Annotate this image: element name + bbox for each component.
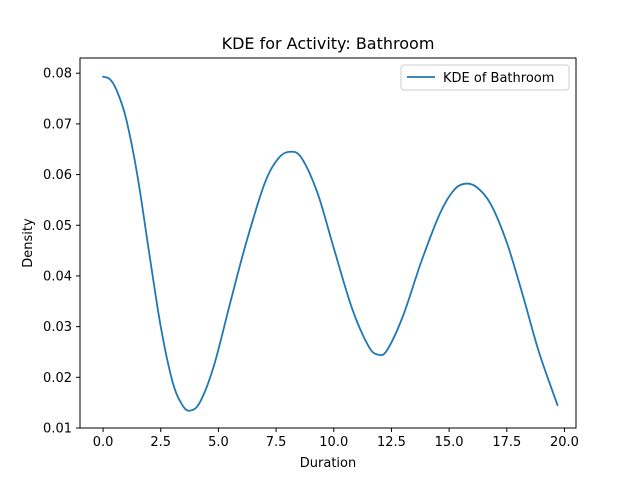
- x-tick-label: 12.5: [377, 435, 406, 450]
- y-tick-label: 0.02: [43, 371, 72, 386]
- x-tick-label: 10.0: [319, 435, 348, 450]
- x-tick-label: 7.5: [266, 435, 287, 450]
- x-tick-label: 5.0: [208, 435, 229, 450]
- y-axis-ticks: 0.01 0.02 0.03 0.04 0.05 0.06 0.07 0.08: [43, 67, 80, 437]
- x-axis-label: Duration: [300, 456, 356, 471]
- x-axis-ticks: 0.0 2.5 5.0 7.5 10.0 12.5 15.0 17.5 20.0: [93, 428, 579, 450]
- y-tick-label: 0.07: [43, 117, 72, 132]
- y-tick-label: 0.01: [43, 422, 72, 437]
- y-tick-label: 0.06: [43, 168, 72, 183]
- kde-bathroom-line: [102, 75, 559, 412]
- legend: KDE of Bathroom: [400, 64, 570, 91]
- y-tick-label: 0.03: [43, 320, 72, 335]
- x-tick-label: 15.0: [435, 435, 464, 450]
- y-tick-label: 0.05: [43, 219, 72, 234]
- x-tick-label: 20.0: [550, 435, 579, 450]
- y-tick-label: 0.04: [43, 269, 72, 284]
- x-tick-label: 17.5: [492, 435, 521, 450]
- chart-title: KDE for Activity: Bathroom: [222, 34, 435, 53]
- x-tick-label: 2.5: [150, 435, 171, 450]
- x-tick-label: 0.0: [93, 435, 114, 450]
- legend-label: KDE of Bathroom: [443, 71, 554, 86]
- legend-box: [400, 64, 570, 91]
- y-axis-label: Density: [21, 218, 36, 268]
- y-tick-label: 0.08: [43, 67, 72, 82]
- plot-area-frame: [79, 57, 577, 429]
